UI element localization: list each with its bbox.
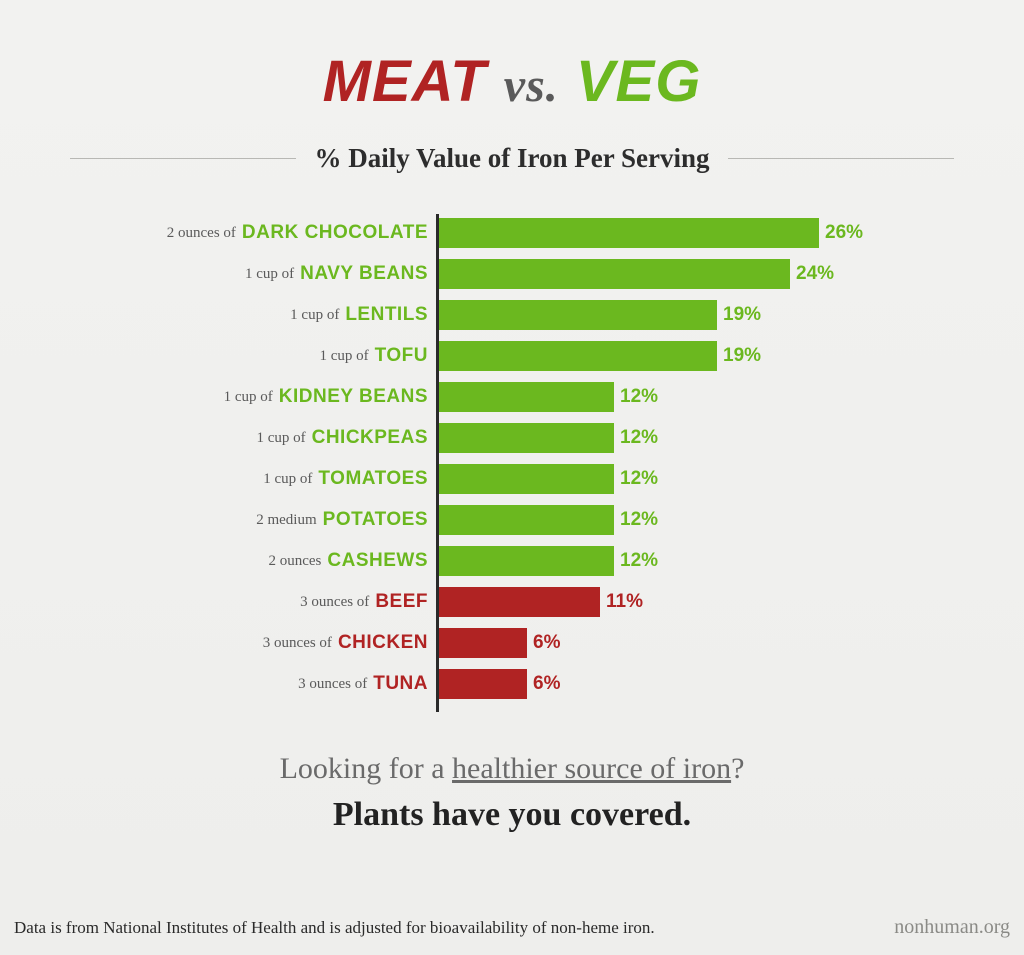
main-title: MEAT vs. VEG bbox=[0, 0, 1024, 115]
chart-row: 3 ounces of BEEF 11% bbox=[0, 587, 1024, 617]
bar bbox=[439, 259, 790, 289]
row-label: 1 cup of NAVY BEANS bbox=[245, 259, 428, 289]
serving-qty: 1 cup of bbox=[263, 471, 312, 488]
serving-qty: 1 cup of bbox=[224, 389, 273, 406]
serving-qty: 3 ounces of bbox=[300, 594, 369, 611]
chart-row: 1 cup of TOFU 19% bbox=[0, 341, 1024, 371]
row-label: 1 cup of CHICKPEAS bbox=[256, 423, 428, 453]
chart-row: 1 cup of TOMATOES 12% bbox=[0, 464, 1024, 494]
bar-value: 19% bbox=[717, 300, 761, 330]
food-name: KIDNEY BEANS bbox=[279, 386, 428, 408]
serving-qty: 2 medium bbox=[256, 512, 316, 529]
iron-bar-chart: 2 ounces of DARK CHOCOLATE 26% 1 cup of NAVY… bbox=[0, 214, 1024, 734]
chart-row: 3 ounces of TUNA 6% bbox=[0, 669, 1024, 699]
rule-right bbox=[728, 158, 954, 159]
serving-qty: 1 cup of bbox=[245, 266, 294, 283]
row-label: 3 ounces of CHICKEN bbox=[263, 628, 428, 658]
bar bbox=[439, 628, 527, 658]
serving-qty: 1 cup of bbox=[290, 307, 339, 324]
row-label: 1 cup of TOFU bbox=[319, 341, 428, 371]
bar bbox=[439, 423, 614, 453]
serving-qty: 3 ounces of bbox=[263, 635, 332, 652]
chart-row: 1 cup of CHICKPEAS 12% bbox=[0, 423, 1024, 453]
bar bbox=[439, 546, 614, 576]
tagline-underline: healthier source of iron bbox=[452, 752, 731, 785]
bar bbox=[439, 218, 819, 248]
food-name: TUNA bbox=[373, 673, 428, 695]
footer: Data is from National Institutes of Heal… bbox=[0, 916, 1024, 939]
title-veg: VEG bbox=[576, 49, 702, 114]
bar-value: 12% bbox=[614, 505, 658, 535]
serving-qty: 1 cup of bbox=[256, 430, 305, 447]
serving-qty: 2 ounces bbox=[268, 553, 321, 570]
serving-qty: 1 cup of bbox=[319, 348, 368, 365]
food-name: CASHEWS bbox=[327, 550, 428, 572]
tagline-pre: Looking for a bbox=[280, 752, 452, 785]
bar bbox=[439, 341, 717, 371]
food-name: POTATOES bbox=[323, 509, 428, 531]
chart-row: 2 ounces of DARK CHOCOLATE 26% bbox=[0, 218, 1024, 248]
serving-qty: 2 ounces of bbox=[167, 225, 236, 242]
bar-value: 24% bbox=[790, 259, 834, 289]
chart-subtitle: % Daily Value of Iron Per Serving bbox=[296, 143, 727, 174]
bar-value: 11% bbox=[600, 587, 643, 617]
row-label: 1 cup of LENTILS bbox=[290, 300, 428, 330]
bar-value: 12% bbox=[614, 546, 658, 576]
bar bbox=[439, 669, 527, 699]
row-label: 3 ounces of TUNA bbox=[298, 669, 428, 699]
tagline-line1: Looking for a healthier source of iron? bbox=[0, 752, 1024, 786]
bar-value: 6% bbox=[527, 628, 560, 658]
chart-row: 1 cup of NAVY BEANS 24% bbox=[0, 259, 1024, 289]
food-name: CHICKEN bbox=[338, 632, 428, 654]
subtitle-row: % Daily Value of Iron Per Serving bbox=[0, 143, 1024, 174]
row-label: 1 cup of KIDNEY BEANS bbox=[224, 382, 428, 412]
food-name: DARK CHOCOLATE bbox=[242, 222, 428, 244]
row-label: 3 ounces of BEEF bbox=[300, 587, 428, 617]
bar-value: 6% bbox=[527, 669, 560, 699]
food-name: TOFU bbox=[375, 345, 428, 367]
row-label: 2 ounces CASHEWS bbox=[268, 546, 428, 576]
title-vs: vs. bbox=[504, 59, 559, 112]
food-name: NAVY BEANS bbox=[300, 263, 428, 285]
chart-row: 1 cup of LENTILS 19% bbox=[0, 300, 1024, 330]
bar-value: 26% bbox=[819, 218, 863, 248]
bar-value: 12% bbox=[614, 382, 658, 412]
bar bbox=[439, 505, 614, 535]
bar bbox=[439, 300, 717, 330]
chart-row: 2 ounces CASHEWS 12% bbox=[0, 546, 1024, 576]
chart-row: 1 cup of KIDNEY BEANS 12% bbox=[0, 382, 1024, 412]
serving-qty: 3 ounces of bbox=[298, 676, 367, 693]
chart-row: 3 ounces of CHICKEN 6% bbox=[0, 628, 1024, 658]
bar-value: 19% bbox=[717, 341, 761, 371]
row-label: 1 cup of TOMATOES bbox=[263, 464, 428, 494]
tagline-line2: Plants have you covered. bbox=[0, 796, 1024, 834]
chart-row: 2 medium POTATOES 12% bbox=[0, 505, 1024, 535]
food-name: TOMATOES bbox=[318, 468, 428, 490]
row-label: 2 ounces of DARK CHOCOLATE bbox=[167, 218, 428, 248]
bar-value: 12% bbox=[614, 423, 658, 453]
bar bbox=[439, 464, 614, 494]
tagline: Looking for a healthier source of iron? … bbox=[0, 752, 1024, 834]
rule-left bbox=[70, 158, 296, 159]
bar-value: 12% bbox=[614, 464, 658, 494]
bar bbox=[439, 587, 600, 617]
food-name: BEEF bbox=[375, 591, 428, 613]
food-name: LENTILS bbox=[345, 304, 428, 326]
food-name: CHICKPEAS bbox=[312, 427, 428, 449]
footer-source: Data is from National Institutes of Heal… bbox=[14, 918, 655, 938]
footer-site: nonhuman.org bbox=[894, 916, 1010, 939]
tagline-post: ? bbox=[731, 752, 744, 785]
row-label: 2 medium POTATOES bbox=[256, 505, 428, 535]
title-meat: MEAT bbox=[323, 49, 487, 114]
bar bbox=[439, 382, 614, 412]
